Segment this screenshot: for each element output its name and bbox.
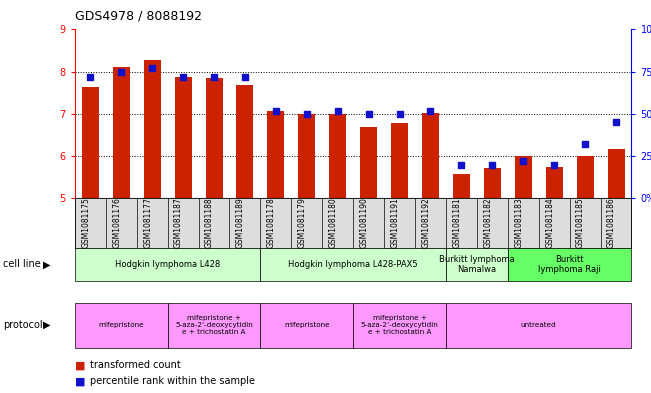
- Bar: [546, 167, 562, 198]
- Point: [363, 111, 374, 117]
- Text: GSM1081175: GSM1081175: [81, 198, 90, 248]
- Bar: [236, 85, 253, 198]
- Bar: [422, 113, 439, 198]
- Text: mifepristone +
5-aza-2'-deoxycytidin
e + trichostatin A: mifepristone + 5-aza-2'-deoxycytidin e +…: [175, 315, 253, 335]
- Text: GSM1081182: GSM1081182: [483, 198, 492, 248]
- Text: GSM1081178: GSM1081178: [267, 198, 276, 248]
- Text: cell line: cell line: [3, 259, 41, 269]
- Text: GSM1081189: GSM1081189: [236, 198, 245, 248]
- Bar: [453, 174, 470, 198]
- Text: untreated: untreated: [521, 322, 557, 328]
- Point: [85, 73, 96, 80]
- Point: [333, 107, 343, 114]
- Text: mifepristone: mifepristone: [98, 322, 144, 328]
- Bar: [360, 127, 377, 198]
- Point: [456, 162, 467, 168]
- Bar: [484, 168, 501, 198]
- Text: transformed count: transformed count: [90, 360, 180, 371]
- Text: Burkitt
lymphoma Raji: Burkitt lymphoma Raji: [538, 255, 601, 274]
- Text: GSM1081176: GSM1081176: [112, 198, 121, 248]
- Text: GSM1081179: GSM1081179: [298, 198, 307, 248]
- Bar: [515, 156, 532, 198]
- Bar: [206, 78, 223, 198]
- Bar: [577, 156, 594, 198]
- Bar: [113, 68, 130, 198]
- Point: [178, 73, 188, 80]
- Text: GSM1081187: GSM1081187: [174, 198, 183, 248]
- Text: mifepristone +
5-aza-2'-deoxycytidin
e + trichostatin A: mifepristone + 5-aza-2'-deoxycytidin e +…: [361, 315, 438, 335]
- Point: [549, 162, 559, 168]
- Text: ▶: ▶: [43, 259, 51, 269]
- Point: [301, 111, 312, 117]
- Text: GSM1081186: GSM1081186: [607, 198, 616, 248]
- Bar: [144, 60, 161, 198]
- Bar: [391, 123, 408, 198]
- Text: GSM1081183: GSM1081183: [514, 198, 523, 248]
- Bar: [82, 86, 99, 198]
- Text: GDS4978 / 8088192: GDS4978 / 8088192: [75, 10, 202, 23]
- Point: [580, 141, 590, 147]
- Text: GSM1081191: GSM1081191: [391, 198, 400, 248]
- Text: GSM1081184: GSM1081184: [545, 198, 554, 248]
- Text: GSM1081188: GSM1081188: [205, 198, 214, 248]
- Text: Hodgkin lymphoma L428: Hodgkin lymphoma L428: [115, 260, 220, 269]
- Point: [240, 73, 250, 80]
- Point: [147, 65, 158, 72]
- Point: [395, 111, 405, 117]
- Text: ■: ■: [75, 376, 85, 386]
- Text: ▶: ▶: [43, 320, 51, 330]
- Bar: [607, 149, 624, 198]
- Text: protocol: protocol: [3, 320, 43, 330]
- Text: Hodgkin lymphoma L428-PAX5: Hodgkin lymphoma L428-PAX5: [288, 260, 418, 269]
- Point: [611, 119, 621, 125]
- Text: GSM1081180: GSM1081180: [329, 198, 338, 248]
- Point: [487, 162, 497, 168]
- Point: [116, 68, 126, 75]
- Point: [209, 73, 219, 80]
- Point: [271, 107, 281, 114]
- Bar: [329, 114, 346, 198]
- Text: percentile rank within the sample: percentile rank within the sample: [90, 376, 255, 386]
- Point: [518, 158, 529, 164]
- Text: GSM1081177: GSM1081177: [143, 198, 152, 248]
- Text: GSM1081181: GSM1081181: [452, 198, 462, 248]
- Text: GSM1081190: GSM1081190: [359, 198, 368, 248]
- Point: [425, 107, 436, 114]
- Bar: [174, 77, 191, 198]
- Bar: [298, 114, 315, 198]
- Text: ■: ■: [75, 360, 85, 371]
- Text: mifepristone: mifepristone: [284, 322, 329, 328]
- Bar: [268, 110, 284, 198]
- Text: Burkitt lymphoma
Namalwa: Burkitt lymphoma Namalwa: [439, 255, 515, 274]
- Text: GSM1081185: GSM1081185: [576, 198, 585, 248]
- Text: GSM1081192: GSM1081192: [421, 198, 430, 248]
